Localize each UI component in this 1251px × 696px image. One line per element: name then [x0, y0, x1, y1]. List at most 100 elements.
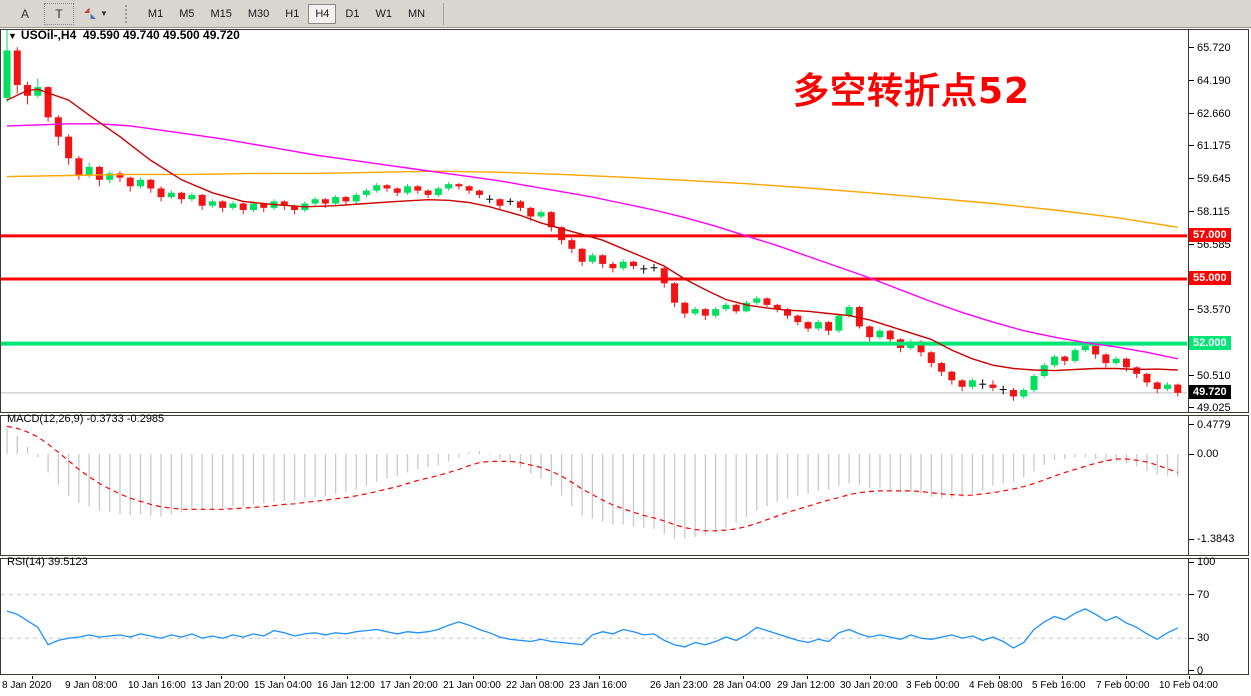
time-tick-label: 4 Feb 08:00	[969, 680, 1023, 691]
time-tick	[1062, 676, 1063, 679]
rsi-value: 39.5123	[47, 556, 88, 568]
timeframe-button-m1[interactable]: M1	[147, 7, 164, 20]
time-tick	[999, 676, 1000, 679]
rsi-tick-label: 30	[1189, 632, 1209, 644]
time-tick	[743, 676, 744, 679]
macd-value-main: -0.3733	[86, 413, 124, 425]
rsi-axis: 100 70 30 0	[1189, 556, 1249, 677]
toolbar: A T ▼ M1 M5 M15 M30 H1 H4 D1 W1 MN	[0, 0, 1251, 28]
time-tick-label: 10 Feb 04:00	[1159, 680, 1218, 691]
macd-name: MACD(12,26,9)	[7, 413, 84, 425]
rsi-tick-label: 100	[1189, 556, 1215, 568]
price-tick-label: 62.660	[1189, 108, 1231, 120]
macd-histogram	[6, 428, 1179, 539]
time-tick	[1126, 676, 1127, 679]
time-tick	[221, 676, 222, 679]
price-tick-label: 53.570	[1189, 304, 1231, 316]
time-axis[interactable]: 8 Jan 2020 9 Jan 08:00 10 Jan 16:00 13 Jan …	[0, 676, 1249, 696]
label-tool-button[interactable]: T	[44, 2, 74, 25]
time-tick-label: 23 Jan 16:00	[569, 680, 627, 691]
price-tick-label: 59.645	[1189, 173, 1231, 185]
time-tick-label: 9 Jan 08:00	[65, 680, 118, 691]
rsi-name: RSI(14)	[7, 556, 45, 568]
time-tick	[410, 676, 411, 679]
time-tick	[807, 676, 808, 679]
rsi-line	[6, 608, 1179, 649]
time-tick-label: 3 Feb 00:00	[906, 680, 960, 691]
toolbar-separator	[443, 2, 445, 25]
ma-slow-line	[6, 170, 1178, 228]
time-tick	[599, 676, 600, 679]
macd-plot[interactable]: MACD(12,26,9) -0.3733 -0.2985	[1, 413, 1189, 555]
main-chart-panel: ▼ USOil-,H4 49.590 49.740 49.500 49.720 多…	[0, 28, 1249, 414]
price-badge-52.000: 52.000	[1189, 335, 1231, 350]
text-tool-button[interactable]: A	[20, 6, 29, 21]
time-tick-label: 15 Jan 04:00	[254, 680, 312, 691]
symbol-dropdown-icon[interactable]: ▼	[8, 31, 17, 41]
timeframe-group: M1 M5 M15 M30 H1 H4 D1 W1 MN	[140, 3, 433, 24]
time-tick	[347, 676, 348, 679]
time-tick	[158, 676, 159, 679]
price-tick-label: 65.720	[1189, 42, 1231, 54]
arrows-tool-button[interactable]: ▼	[78, 3, 113, 25]
time-tick	[95, 676, 96, 679]
time-tick	[473, 676, 474, 679]
time-tick-label: 10 Jan 16:00	[128, 680, 186, 691]
timeframe-button-h4[interactable]: H4	[308, 3, 337, 24]
price-badge-49.720: 49.720	[1189, 384, 1231, 399]
time-tick-label: 8 Jan 2020	[2, 680, 52, 691]
time-tick	[1189, 676, 1190, 679]
rsi-panel: RSI(14) 39.5123 100 70 30 0	[0, 556, 1249, 677]
toolbar-drag-handle[interactable]	[124, 4, 130, 23]
price-tick-label: 61.175	[1189, 140, 1231, 152]
ma-fast-line	[6, 88, 1178, 372]
timeframe-button-m5[interactable]: M5	[179, 7, 195, 20]
time-tick-label: 16 Jan 12:00	[317, 680, 375, 691]
macd-tick-label: -1.3843	[1189, 533, 1234, 545]
macd-tick-label: 0.4779	[1189, 419, 1231, 431]
price-tick-label: 58.115	[1189, 206, 1230, 218]
timeframe-button-w1[interactable]: W1	[375, 7, 392, 20]
time-tick	[32, 676, 33, 679]
macd-value-signal: -0.2985	[126, 413, 165, 425]
timeframe-button-m15[interactable]: M15	[210, 7, 232, 20]
macd-tick-label: 0.00	[1189, 448, 1218, 460]
timeframe-button-m30[interactable]: M30	[247, 7, 270, 20]
candlestick-chart[interactable]	[1, 28, 1187, 412]
main-chart-plot[interactable]: ▼ USOil-,H4 49.590 49.740 49.500 49.720 多…	[1, 28, 1189, 412]
arrows-icon	[84, 7, 96, 19]
chart-symbol: USOil-,H4	[20, 28, 77, 42]
time-tick	[936, 676, 937, 679]
timeframe-button-d1[interactable]: D1	[345, 7, 360, 20]
time-tick-label: 5 Feb 16:00	[1032, 680, 1086, 691]
rsi-plot[interactable]: RSI(14) 39.5123	[1, 556, 1189, 674]
time-tick-label: 29 Jan 12:00	[777, 680, 835, 691]
main-price-axis: 65.720 64.190 62.660 61.175 59.645 58.115 56.5…	[1189, 30, 1249, 414]
dropdown-caret-icon: ▼	[100, 9, 108, 18]
time-tick	[284, 676, 285, 679]
ma-mid-line	[6, 123, 1178, 360]
time-tick-label: 13 Jan 20:00	[191, 680, 249, 691]
macd-panel: MACD(12,26,9) -0.3733 -0.2985 0.4779 0.00…	[0, 413, 1249, 556]
rsi-tick-label: 70	[1189, 589, 1209, 601]
macd-signal-line	[6, 425, 1178, 532]
chart-ohlc-values: 49.590 49.740 49.500 49.720	[82, 28, 240, 42]
rsi-tick-label: 0	[1189, 665, 1203, 677]
price-tick-label: 49.025	[1189, 402, 1231, 414]
time-tick-label: 7 Feb 00:00	[1096, 680, 1150, 691]
timeframe-button-mn[interactable]: MN	[407, 7, 426, 20]
time-tick-label: 28 Jan 04:00	[713, 680, 771, 691]
time-tick-label: 30 Jan 20:00	[840, 680, 898, 691]
time-tick	[536, 676, 537, 679]
time-tick-label: 22 Jan 08:00	[506, 680, 564, 691]
time-tick	[680, 676, 681, 679]
rsi-chart[interactable]	[1, 559, 1187, 674]
timeframe-button-h1[interactable]: H1	[285, 7, 300, 20]
time-tick-label: 26 Jan 23:00	[650, 680, 708, 691]
price-badge-55.000: 55.000	[1189, 270, 1231, 285]
macd-axis: 0.4779 0.00 -1.3843	[1189, 416, 1249, 555]
chart-title: ▼ USOil-,H4 49.590 49.740 49.500 49.720	[8, 29, 240, 41]
macd-chart[interactable]	[1, 416, 1187, 555]
price-tick-label: 64.190	[1189, 75, 1231, 87]
